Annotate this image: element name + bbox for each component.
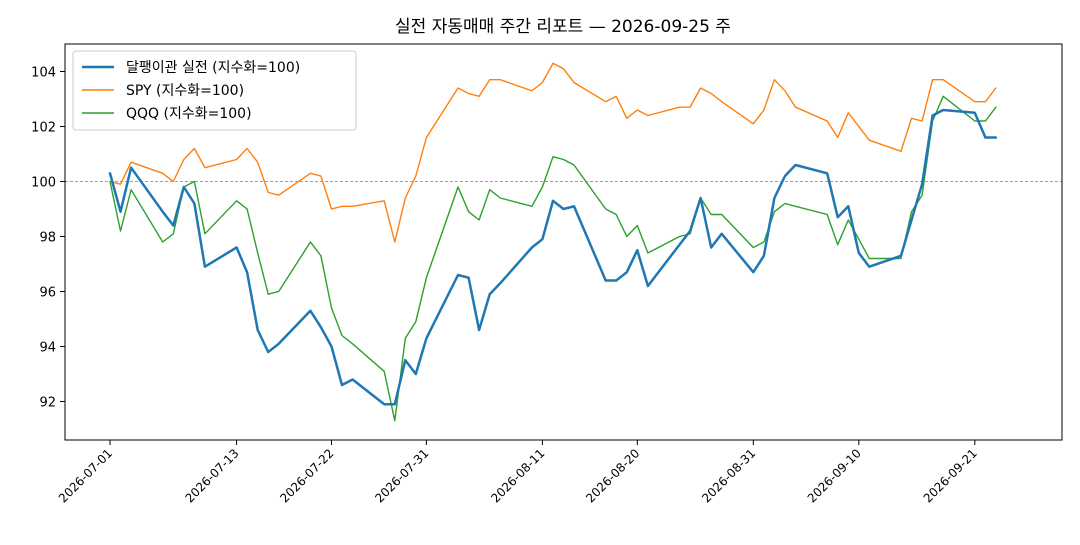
x-tick-label: 2026-07-22: [277, 446, 336, 505]
y-axis: 92 94 96 98 100 102 104: [31, 66, 65, 411]
spy-line: [109, 62, 997, 243]
y-tick-label: 102: [31, 121, 56, 136]
x-tick-label: 2026-07-31: [372, 446, 431, 505]
x-tick-label: 2026-09-21: [921, 446, 980, 505]
x-tick-label: 2026-09-10: [805, 446, 864, 505]
y-tick-label: 100: [31, 176, 56, 191]
x-tick-label: 2026-07-01: [56, 446, 115, 505]
legend-box: [72, 50, 357, 131]
y-tick-label: 96: [39, 286, 56, 301]
x-tick-label: 2026-07-13: [182, 446, 241, 505]
x-tick-label: 2026-08-20: [583, 446, 642, 505]
qqq-line: [109, 95, 997, 422]
x-axis: 2026-07-01 2026-07-13 2026-07-22 2026-07-31…: [56, 440, 980, 505]
legend-label: QQQ (지수화=100): [126, 106, 252, 122]
y-tick-label: 94: [39, 341, 56, 356]
x-tick-label: 2026-08-31: [699, 446, 758, 505]
legend-label: SPY (지수화=100): [126, 83, 244, 99]
strategy-line: [108, 108, 998, 406]
chart-title: 실전 자동매매 주간 리포트 — 2026-09-25 주: [395, 17, 731, 37]
y-tick-label: 104: [31, 66, 56, 81]
series-lines: [108, 62, 998, 422]
y-tick-label: 92: [39, 396, 56, 411]
legend: 달팽이관 실전 (지수화=100) SPY (지수화=100) QQQ (지수화=1…: [72, 50, 357, 131]
plot-frame: [64, 43, 1063, 441]
x-tick-label: 2026-08-11: [488, 446, 547, 505]
legend-label: 달팽이관 실전 (지수화=100): [126, 60, 300, 76]
y-tick-label: 98: [39, 231, 56, 246]
